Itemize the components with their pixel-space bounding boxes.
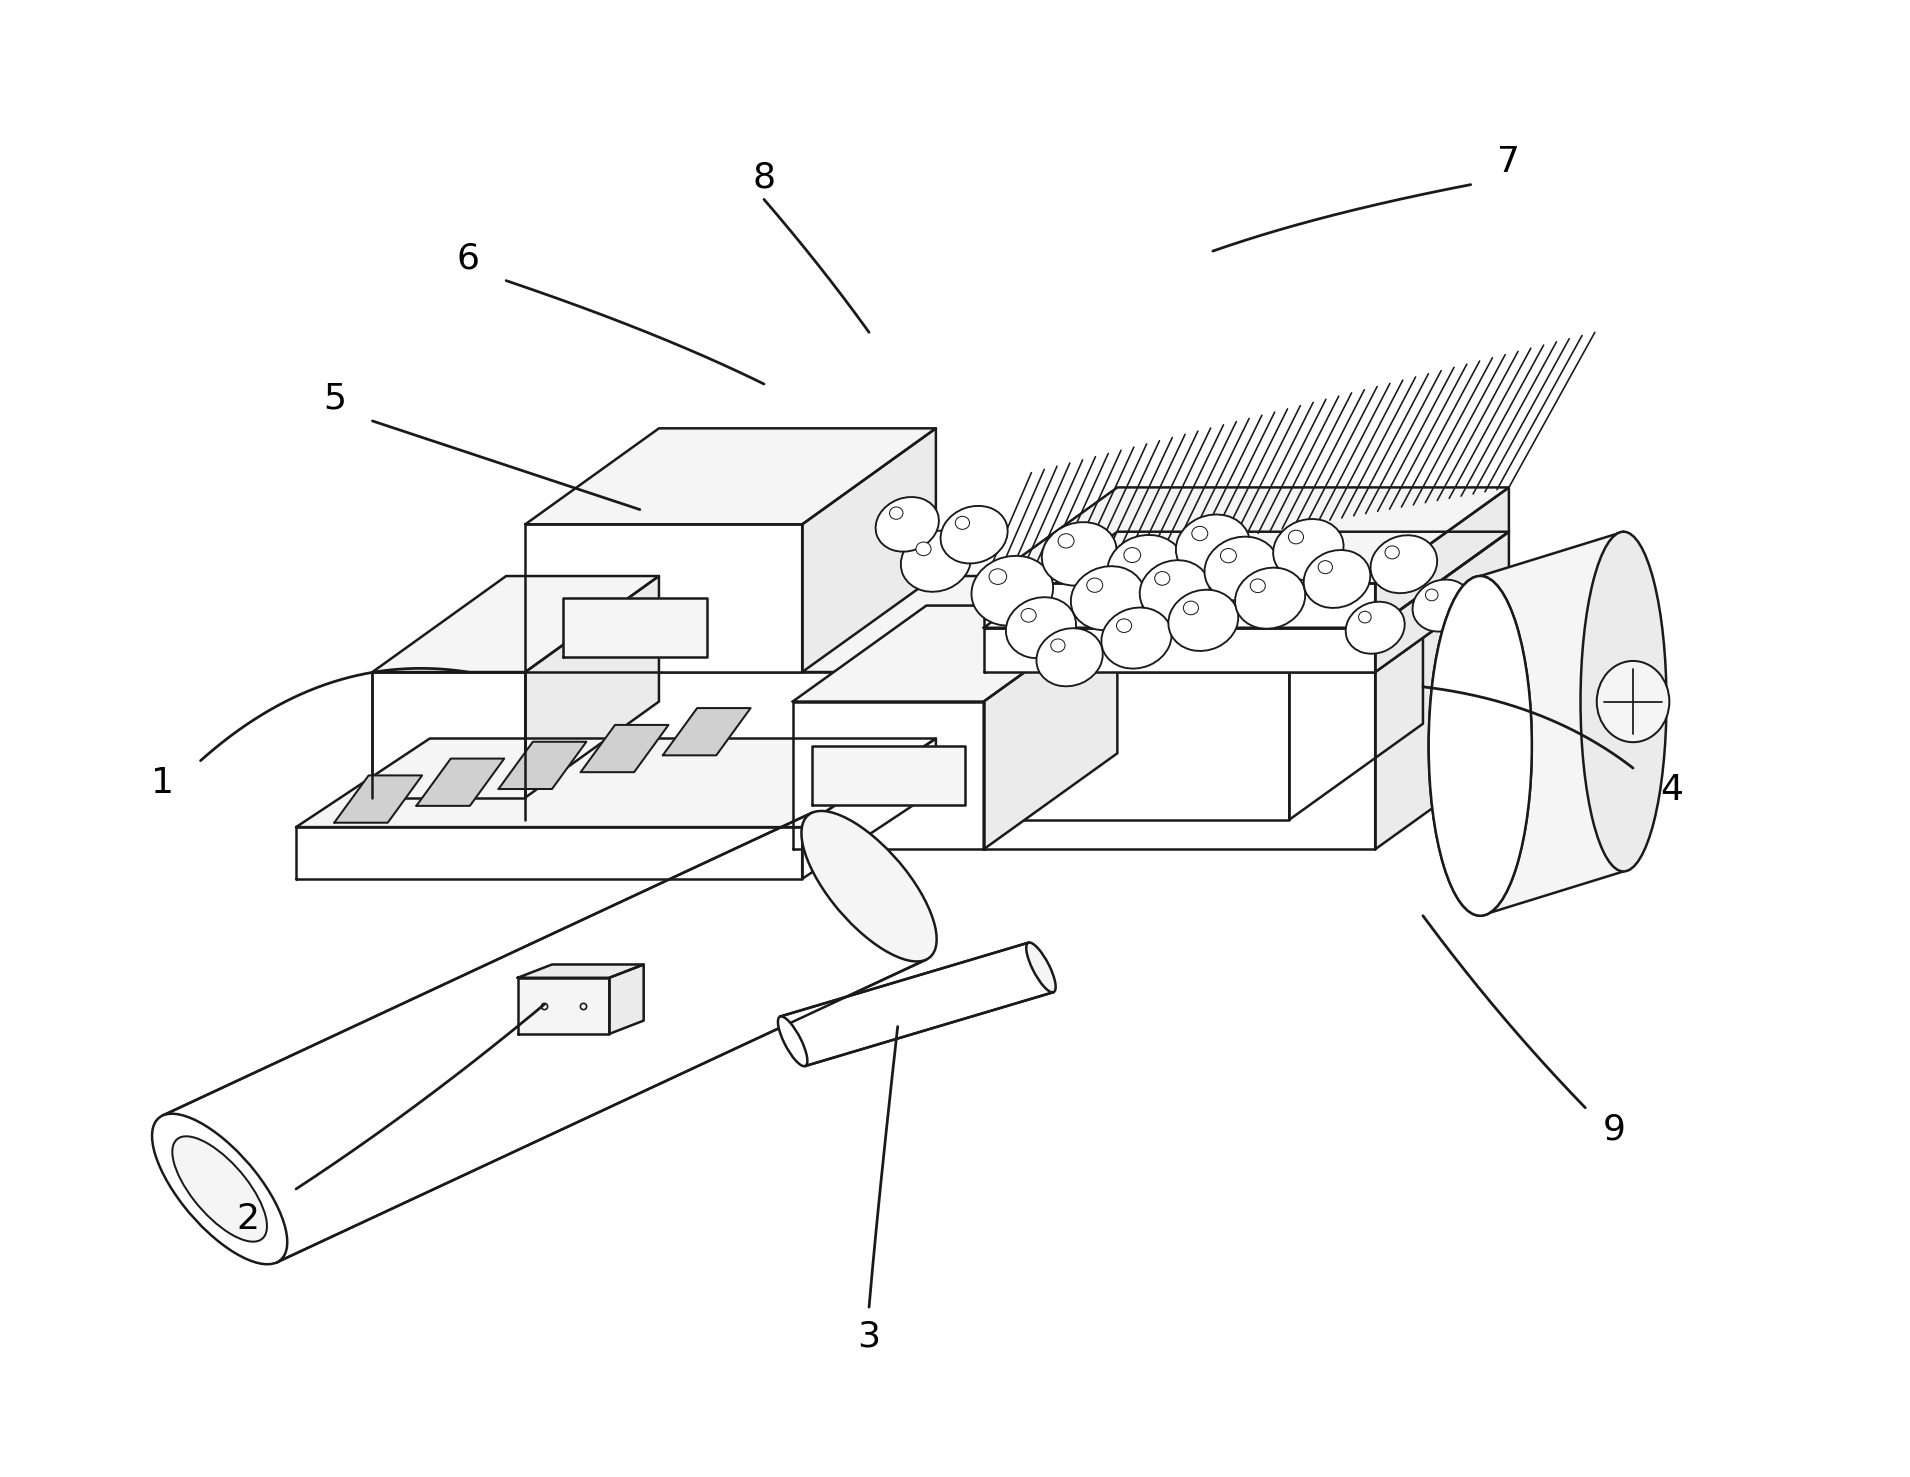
Ellipse shape	[955, 517, 970, 529]
Ellipse shape	[1022, 609, 1035, 622]
Ellipse shape	[172, 1136, 267, 1242]
Ellipse shape	[1117, 619, 1131, 632]
Ellipse shape	[1385, 546, 1400, 558]
Polygon shape	[525, 576, 1423, 672]
Text: 5: 5	[323, 381, 346, 417]
Ellipse shape	[1037, 628, 1102, 687]
Polygon shape	[663, 707, 751, 755]
Ellipse shape	[1220, 548, 1236, 563]
Ellipse shape	[989, 569, 1007, 585]
Ellipse shape	[1413, 579, 1471, 632]
Polygon shape	[525, 524, 802, 672]
Polygon shape	[518, 978, 609, 1034]
Ellipse shape	[1140, 560, 1209, 622]
Ellipse shape	[1205, 536, 1278, 601]
Polygon shape	[984, 606, 1117, 849]
Polygon shape	[518, 964, 644, 978]
Ellipse shape	[777, 1016, 808, 1066]
Ellipse shape	[1597, 662, 1669, 741]
Polygon shape	[802, 738, 936, 879]
Ellipse shape	[1169, 589, 1238, 651]
Ellipse shape	[902, 530, 970, 592]
Text: 8: 8	[753, 160, 775, 195]
Ellipse shape	[1289, 530, 1303, 544]
Ellipse shape	[1007, 597, 1075, 659]
Polygon shape	[1375, 487, 1509, 628]
Ellipse shape	[1184, 601, 1198, 614]
Ellipse shape	[1358, 611, 1371, 623]
Polygon shape	[609, 964, 644, 1034]
Ellipse shape	[802, 811, 936, 962]
Polygon shape	[812, 746, 965, 805]
Ellipse shape	[972, 555, 1052, 626]
Ellipse shape	[1177, 514, 1249, 579]
Ellipse shape	[1072, 566, 1144, 631]
Polygon shape	[334, 775, 422, 823]
Polygon shape	[1289, 576, 1423, 820]
Ellipse shape	[1318, 561, 1333, 573]
Polygon shape	[984, 532, 1509, 628]
Polygon shape	[1375, 532, 1509, 672]
Ellipse shape	[1581, 532, 1666, 871]
Polygon shape	[793, 606, 1117, 702]
Ellipse shape	[1087, 578, 1102, 592]
Polygon shape	[1480, 532, 1624, 916]
Ellipse shape	[1050, 640, 1066, 651]
Ellipse shape	[1026, 942, 1056, 993]
Ellipse shape	[917, 542, 930, 555]
Text: 6: 6	[456, 241, 479, 276]
Text: 3: 3	[858, 1319, 881, 1354]
Text: 7: 7	[1497, 145, 1520, 180]
Polygon shape	[984, 487, 1509, 583]
Ellipse shape	[153, 1114, 286, 1264]
Polygon shape	[984, 672, 1375, 849]
Polygon shape	[781, 942, 1052, 1066]
Text: 9: 9	[1602, 1112, 1625, 1148]
Ellipse shape	[1429, 576, 1532, 916]
Polygon shape	[372, 576, 659, 672]
Ellipse shape	[1425, 589, 1438, 601]
Text: 4: 4	[1660, 772, 1683, 808]
Polygon shape	[296, 827, 802, 879]
Ellipse shape	[1123, 548, 1140, 563]
Ellipse shape	[1108, 535, 1184, 603]
Ellipse shape	[1041, 523, 1117, 585]
Polygon shape	[525, 672, 1289, 820]
Polygon shape	[499, 741, 586, 789]
Polygon shape	[162, 812, 926, 1263]
Ellipse shape	[1156, 572, 1169, 585]
Polygon shape	[1375, 576, 1509, 849]
Text: 1: 1	[151, 765, 174, 801]
Ellipse shape	[875, 498, 940, 551]
Polygon shape	[984, 583, 1375, 628]
Ellipse shape	[1236, 567, 1305, 629]
Polygon shape	[793, 702, 984, 849]
Polygon shape	[416, 759, 504, 806]
Polygon shape	[984, 576, 1509, 672]
Ellipse shape	[1371, 535, 1436, 594]
Ellipse shape	[1274, 518, 1343, 580]
Polygon shape	[563, 598, 707, 657]
Text: 2: 2	[237, 1201, 260, 1236]
Polygon shape	[296, 738, 936, 827]
Ellipse shape	[890, 507, 903, 520]
Ellipse shape	[1347, 601, 1404, 654]
Polygon shape	[525, 576, 659, 798]
Ellipse shape	[940, 507, 1008, 563]
Polygon shape	[525, 428, 936, 524]
Polygon shape	[372, 672, 525, 798]
Polygon shape	[581, 725, 668, 772]
Ellipse shape	[1251, 579, 1264, 592]
Polygon shape	[984, 628, 1375, 672]
Ellipse shape	[1429, 576, 1532, 916]
Ellipse shape	[1192, 526, 1207, 541]
Polygon shape	[802, 428, 936, 672]
Ellipse shape	[1058, 533, 1073, 548]
Ellipse shape	[1102, 607, 1171, 669]
Ellipse shape	[1305, 549, 1369, 609]
